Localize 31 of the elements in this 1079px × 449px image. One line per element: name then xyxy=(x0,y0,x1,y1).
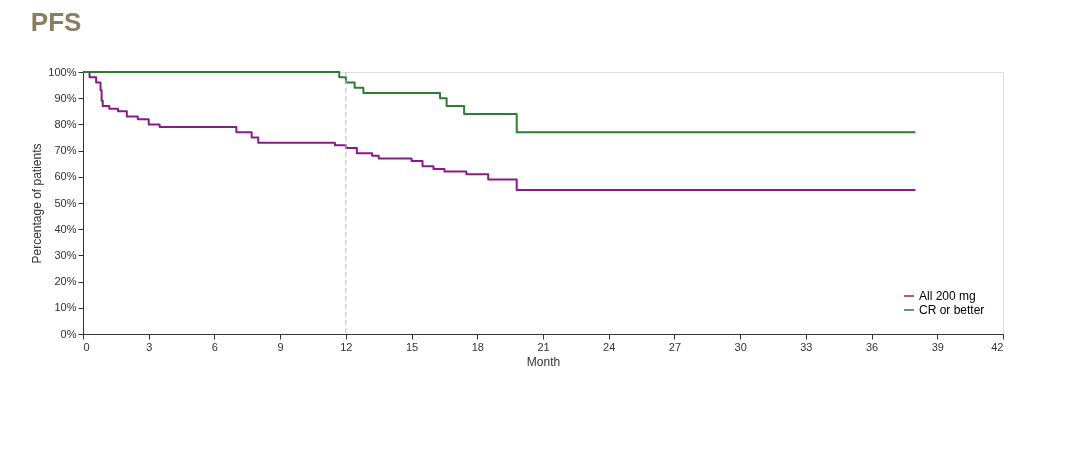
x-tick-label: 21 xyxy=(537,340,550,353)
x-tick-label: 33 xyxy=(800,340,813,353)
y-tick-label: 60% xyxy=(54,170,77,183)
x-tick-label: 24 xyxy=(603,340,616,353)
x-tick-label: 6 xyxy=(211,340,218,353)
y-tick-label: 20% xyxy=(54,275,77,288)
x-tick-label: 36 xyxy=(865,340,879,353)
legend-label: CR or better xyxy=(919,303,985,317)
y-tick-label: 50% xyxy=(54,196,77,209)
y-tick-label: 90% xyxy=(54,91,77,104)
x-tick-label: 42 xyxy=(991,340,1004,353)
x-tick-label: 27 xyxy=(668,340,682,353)
x-tick-label: 12 xyxy=(340,340,353,353)
y-tick-label: 40% xyxy=(54,222,77,235)
y-tick-label: 0% xyxy=(60,327,77,340)
y-tick-label: 30% xyxy=(54,248,77,261)
x-tick-label: 9 xyxy=(277,340,284,353)
y-axis-title: Percentage of patients xyxy=(30,143,45,264)
chart-title: PFS xyxy=(30,7,82,37)
x-tick-label: 39 xyxy=(931,340,944,353)
x-tick-label: 15 xyxy=(405,340,419,353)
x-tick-label: 0 xyxy=(83,340,90,353)
x-tick-label: 18 xyxy=(471,340,484,353)
x-tick-label: 30 xyxy=(734,340,747,353)
x-tick-label: 3 xyxy=(146,340,153,353)
y-tick-label: 10% xyxy=(54,301,77,314)
x-axis-title: Month xyxy=(526,354,561,369)
y-tick-label: 70% xyxy=(54,144,77,157)
y-tick-label: 80% xyxy=(54,117,77,130)
y-tick-label: 100% xyxy=(48,65,77,78)
legend-label: All 200 mg xyxy=(919,289,976,303)
